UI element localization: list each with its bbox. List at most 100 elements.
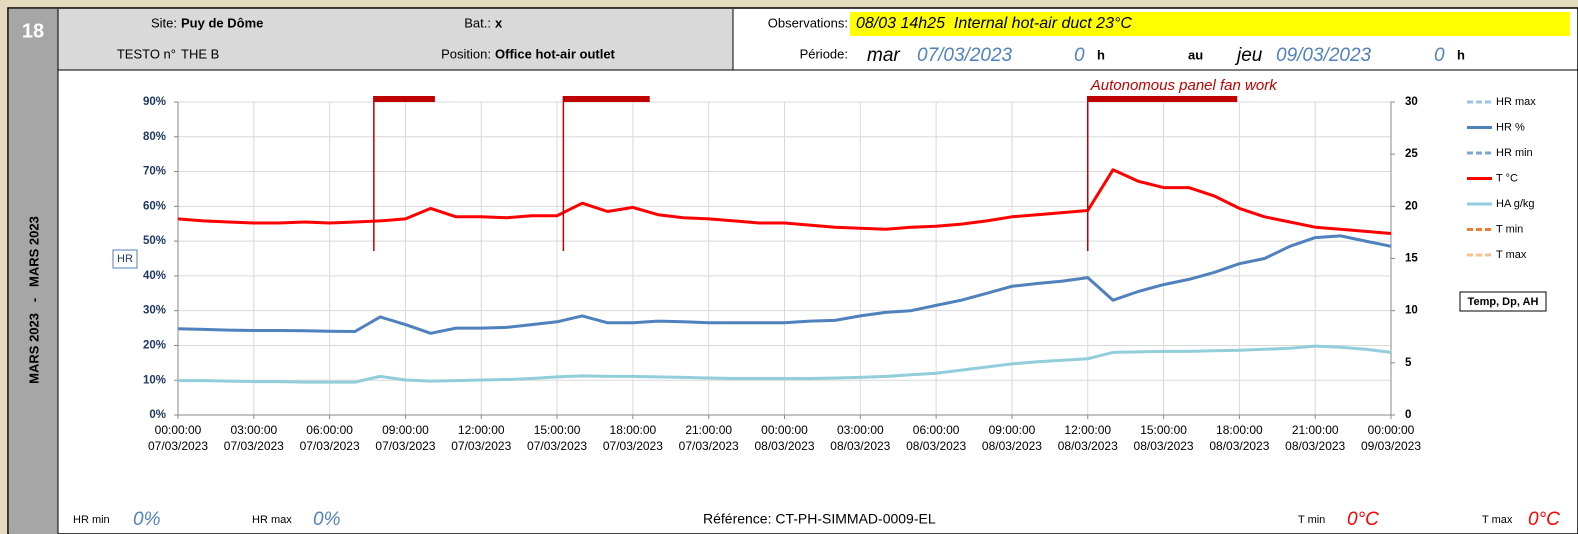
x-tick-label: 18:00:00 — [1216, 423, 1263, 437]
x-tick-label: 08/03/2023 — [830, 439, 890, 453]
end-day: jeu — [1234, 45, 1263, 66]
x-tick-label: 07/03/2023 — [375, 439, 435, 453]
x-tick-label: 18:00:00 — [610, 423, 657, 437]
y-tick-label: 10% — [143, 374, 166, 386]
period-bar — [563, 96, 650, 102]
legend-label: T max — [1496, 249, 1527, 261]
site: Puy de Dôme — [181, 15, 263, 30]
x-tick-label: 06:00:00 — [306, 423, 353, 437]
x-tick-label: 12:00:00 — [1064, 423, 1111, 437]
x-tick-label: 08/03/2023 — [1285, 439, 1345, 453]
y2-tick-label: 5 — [1405, 357, 1412, 369]
x-tick-label: 08/03/2023 — [982, 439, 1042, 453]
x-tick-label: 12:00:00 — [458, 423, 505, 437]
x-tick-label: 15:00:00 — [1140, 423, 1187, 437]
period-label: Autonomous panel fan work — [1090, 77, 1278, 94]
series-line — [177, 168, 1392, 235]
x-tick-label: 00:00:00 — [1368, 423, 1415, 437]
y2-tick-label: 15 — [1405, 253, 1418, 265]
observations: 08/03 14h25 Internal hot-air duct 23°C — [856, 15, 1132, 32]
y-tick-label: 30% — [143, 305, 166, 317]
reference: Référence: CT-PH-SIMMAD-0009-EL — [703, 511, 936, 527]
y-tick-label: 20% — [143, 339, 166, 351]
period-to: au — [1188, 47, 1203, 62]
start-date: 07/03/2023 — [917, 45, 1013, 66]
period-label: Période: — [800, 46, 848, 61]
legend-label: HR max — [1496, 96, 1536, 108]
y2-tick-label: 25 — [1405, 148, 1418, 160]
y-tick-label: 80% — [143, 131, 166, 143]
x-tick-label: 07/03/2023 — [451, 439, 511, 453]
x-tick-label: 08/03/2023 — [754, 439, 814, 453]
x-tick-label: 08/03/2023 — [1058, 439, 1118, 453]
x-tick-label: 21:00:00 — [685, 423, 732, 437]
hr-min-label: HR min — [73, 514, 110, 526]
series-line — [177, 234, 1392, 335]
y-tick-label: 70% — [143, 166, 166, 178]
site-label: Site: — [151, 15, 177, 30]
page-number: 18 — [22, 20, 44, 42]
y2-tick-label: 0 — [1405, 409, 1411, 421]
x-tick-label: 07/03/2023 — [224, 439, 284, 453]
legend-label: HA g/kg — [1496, 198, 1535, 210]
hr-max-label: HR max — [252, 514, 292, 526]
x-tick-label: 08/03/2023 — [1134, 439, 1194, 453]
observations-label: Observations: — [768, 15, 848, 30]
y-tick-label: 90% — [143, 96, 166, 108]
position: Office hot-air outlet — [495, 46, 616, 61]
position-label: Position: — [441, 46, 491, 61]
x-tick-label: 09:00:00 — [382, 423, 429, 437]
legend-label: HR min — [1496, 147, 1533, 159]
x-tick-label: 07/03/2023 — [679, 439, 739, 453]
bat-label: Bat.: — [464, 15, 491, 30]
y-tick-label: 40% — [143, 270, 166, 282]
x-tick-label: 09/03/2023 — [1361, 439, 1421, 453]
period-bar — [1087, 96, 1238, 102]
x-tick-label: 07/03/2023 — [300, 439, 360, 453]
y-tick-label: 0% — [149, 409, 166, 421]
testo-label: TESTO n° — [117, 46, 176, 61]
x-tick-label: 06:00:00 — [913, 423, 960, 437]
y2-tick-label: 20 — [1405, 200, 1418, 212]
start-hour: 0 — [1074, 45, 1085, 66]
start-unit: h — [1097, 47, 1105, 62]
y-axis-label-box — [112, 249, 138, 269]
y-axis-label: HR — [117, 253, 133, 265]
hr-min: 0% — [133, 509, 161, 530]
x-tick-label: 00:00:00 — [155, 423, 202, 437]
end-unit: h — [1457, 47, 1465, 62]
x-tick-label: 15:00:00 — [534, 423, 581, 437]
header-left — [58, 9, 733, 70]
legend-label: T min — [1496, 223, 1523, 235]
legend-label: T °C — [1496, 172, 1518, 184]
end-hour: 0 — [1434, 45, 1445, 66]
x-tick-label: 07/03/2023 — [527, 439, 587, 453]
y2-tick-label: 10 — [1405, 305, 1418, 317]
start-day: mar — [867, 45, 900, 66]
y2-axis-label-box — [1459, 291, 1547, 312]
x-tick-label: 21:00:00 — [1292, 423, 1339, 437]
t-min-label: T min — [1298, 514, 1325, 526]
side-label: MARS 2023 - MARS 2023 — [26, 216, 41, 384]
y-tick-label: 50% — [143, 235, 166, 247]
x-tick-label: 08/03/2023 — [1209, 439, 1269, 453]
x-tick-label: 09:00:00 — [989, 423, 1036, 437]
bat: x — [495, 15, 503, 30]
t-max: 0°C — [1528, 509, 1560, 530]
side-column — [9, 9, 58, 534]
y2-axis-label: Temp, Dp, AH — [1468, 296, 1539, 308]
x-tick-label: 07/03/2023 — [148, 439, 208, 453]
series-line — [178, 344, 1392, 384]
y-tick-label: 60% — [143, 200, 166, 212]
y2-tick-label: 30 — [1405, 96, 1418, 108]
legend-label: HR % — [1496, 121, 1525, 133]
x-tick-label: 08/03/2023 — [906, 439, 966, 453]
x-tick-label: 00:00:00 — [761, 423, 808, 437]
hr-max: 0% — [313, 509, 341, 530]
observations-highlight — [850, 12, 1570, 36]
sheet-frame — [7, 7, 1578, 534]
x-tick-label: 03:00:00 — [837, 423, 884, 437]
x-tick-label: 03:00:00 — [230, 423, 277, 437]
period-bar — [373, 96, 435, 102]
